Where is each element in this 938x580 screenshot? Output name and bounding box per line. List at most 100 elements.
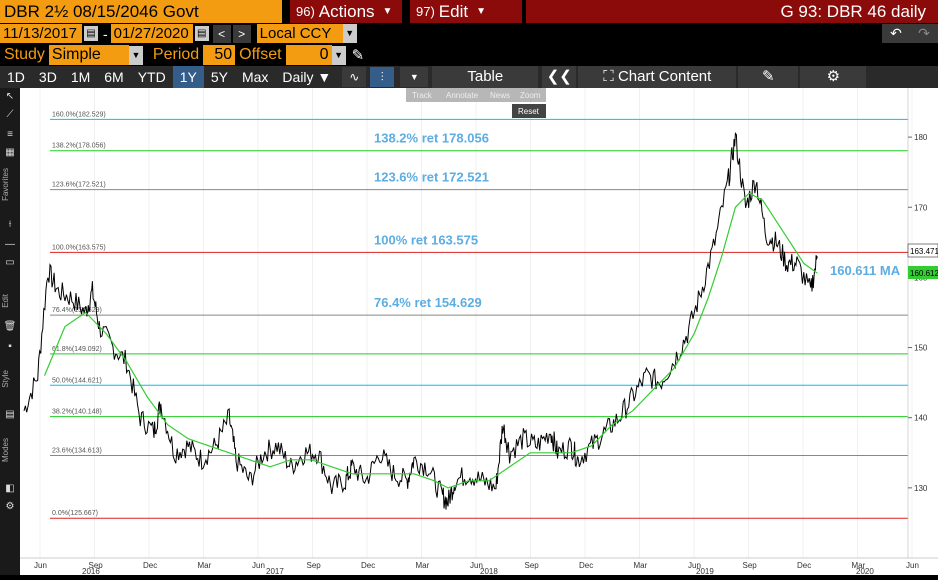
prev-period-button[interactable]: < [212, 24, 231, 43]
period-1d[interactable]: 1D [7, 69, 25, 85]
style-label: Style [1, 370, 10, 388]
fib-level-label: 100.0%(163.575) [52, 244, 106, 251]
actions-menu-button[interactable]: 96) Actions ▼ [290, 0, 402, 23]
x-tick-label: Sep [89, 561, 104, 570]
x-tick-label: Sep [307, 561, 322, 570]
x-tick-label: Mar [634, 561, 648, 570]
hline-icon[interactable]: — [5, 239, 15, 250]
calendar-icon[interactable]: ▤ [194, 26, 209, 41]
trash-icon[interactable]: 🗑 [3, 321, 17, 332]
top-header-bar: DBR 2½ 08/15/2046 Govt 96) Actions ▼ 97)… [0, 0, 938, 23]
collapse-icon[interactable]: ❮❮ [542, 66, 577, 88]
ruler-icon[interactable]: ⟊ [8, 219, 12, 230]
annotate-tool[interactable]: Annotate [446, 91, 479, 100]
news-tool[interactable]: News [490, 91, 510, 100]
study-label: Study [4, 46, 45, 63]
fibonacci-icon[interactable]: ≡ [7, 129, 13, 140]
table-button[interactable]: Table [432, 66, 539, 88]
palette-icon[interactable]: ◧ [5, 483, 15, 494]
draw-line-icon[interactable]: ⟋ [6, 109, 14, 120]
ma-value-label: 160.611 MA [830, 263, 901, 278]
x-tick-label: Jun [906, 561, 919, 570]
retracement-annotation[interactable]: 76.4% ret 154.629 [374, 295, 482, 310]
layers-icon[interactable]: ▤ [5, 409, 15, 420]
last-price-tag-bg [907, 243, 938, 258]
y-tick-label: 140 [914, 414, 928, 423]
settings-icon[interactable]: ⚙ [5, 501, 15, 512]
period-1y[interactable]: 1Y [172, 66, 204, 88]
fib-level-label: 160.0%(182.529) [52, 111, 106, 118]
period-3d[interactable]: 3D [38, 69, 57, 85]
security-field[interactable]: DBR 2½ 08/15/2046 Govt [0, 0, 282, 23]
year-label: 2018 [480, 567, 498, 575]
chart-content-label: Chart Content [617, 68, 712, 85]
chart-tools-bar: Track Annotate News Zoom Reset [406, 88, 546, 118]
frequency-select[interactable]: Daily ▼ [282, 69, 332, 85]
period-ytd[interactable]: YTD [137, 69, 166, 85]
modes-label: Modes [1, 438, 10, 463]
chevron-down-icon[interactable]: ▼ [400, 67, 429, 87]
chart-content-icon: ⛶ [603, 68, 618, 85]
pencil-icon[interactable]: ✎ [351, 47, 365, 64]
retracement-annotation[interactable]: 100% ret 163.575 [374, 232, 478, 247]
edit-menu-button[interactable]: 97) Edit ▼ [410, 0, 522, 23]
edit-label: Edit [1, 294, 10, 308]
edit-chart-icon[interactable]: ✎ [738, 66, 799, 88]
zoom-tool[interactable]: Zoom [520, 91, 541, 100]
x-tick-label: Jun [470, 561, 483, 570]
x-tick-label: Jun [34, 561, 47, 570]
y-axis: 130140150160170180 [907, 88, 928, 558]
period-max[interactable]: Max [241, 69, 269, 85]
paint-icon[interactable]: ▪ [8, 341, 12, 352]
date-range-bar: 11/13/2017 ▤ - 01/27/2020 ▤ < > Local CC… [0, 23, 938, 44]
year-label: 2020 [856, 567, 874, 575]
currency-select[interactable]: Local CCY [256, 24, 343, 43]
period-1m[interactable]: 1M [70, 69, 91, 85]
undo-icon[interactable]: ↶ [890, 25, 902, 41]
fibonacci-levels: 160.0%(182.529) 138.2%(178.056) 123.6%(172… [50, 111, 908, 519]
favorites-label: Favorites [1, 168, 10, 201]
year-label: 2016 [82, 567, 100, 575]
track-tool[interactable]: Track [412, 91, 433, 100]
period-5y[interactable]: 5Y [210, 69, 228, 85]
offset-input[interactable]: 0 [285, 45, 332, 65]
study-select[interactable]: Simple MA [48, 45, 129, 83]
box-icon[interactable]: ▭ [5, 257, 15, 268]
price-chart[interactable]: 160.0%(182.529) 138.2%(178.056) 123.6%(172… [20, 88, 938, 576]
fib-level-label: 138.2%(178.056) [52, 143, 106, 150]
price-series [23, 132, 818, 510]
chevron-down-icon[interactable]: ▼ [331, 45, 346, 65]
reset-button-bg[interactable] [512, 104, 546, 118]
retracement-annotation[interactable]: 123.6% ret 172.521 [374, 170, 489, 185]
reset-button[interactable]: Reset [518, 107, 540, 116]
period-input[interactable]: 50 [203, 45, 236, 65]
fib-level-label: 61.8%(149.092) [52, 346, 102, 353]
x-tick-label: Dec [579, 561, 593, 570]
calendar-icon[interactable]: ▤ [84, 26, 98, 41]
period-label: Period [152, 46, 200, 63]
left-tool-palette: ↖ ⟋ ≡ ▦ Favorites ⟊ — ▭ Edit 🗑 ▪ Style ▤… [0, 88, 20, 575]
bar-chart-icon[interactable]: ⫶ [370, 67, 395, 87]
undo-redo-group: ↶ ↷ [882, 24, 938, 43]
redo-icon[interactable]: ↷ [918, 25, 930, 41]
retracement-annotation[interactable]: 138.2% ret 178.056 [374, 131, 489, 146]
line-chart-icon[interactable]: ∿ [342, 67, 367, 87]
chart-gridlines [39, 88, 913, 558]
chevron-down-icon[interactable]: ▼ [128, 45, 143, 65]
moving-average-series [43, 192, 818, 489]
period-6m[interactable]: 6M [104, 69, 124, 85]
chart-area[interactable]: 160.0%(182.529) 138.2%(178.056) 123.6%(172… [20, 88, 938, 576]
cursor-icon[interactable]: ↖ [5, 91, 15, 102]
dropdown-arrow-icon: ▼ [382, 6, 393, 17]
year-label: 2019 [696, 567, 714, 575]
chevron-down-icon[interactable]: ▼ [342, 24, 357, 43]
fib-level-label: 38.2%(140.148) [52, 409, 102, 416]
gear-icon[interactable]: ⚙ [800, 66, 867, 88]
end-date-input[interactable]: 01/27/2020 [110, 24, 193, 43]
chart-content-button[interactable]: ⛶ Chart Content [578, 66, 737, 88]
next-period-button[interactable]: > [232, 24, 251, 43]
grid-icon[interactable]: ▦ [5, 147, 15, 158]
y-tick-label: 170 [914, 203, 928, 212]
range-separator: - [103, 25, 108, 42]
start-date-input[interactable]: 11/13/2017 [0, 24, 82, 43]
